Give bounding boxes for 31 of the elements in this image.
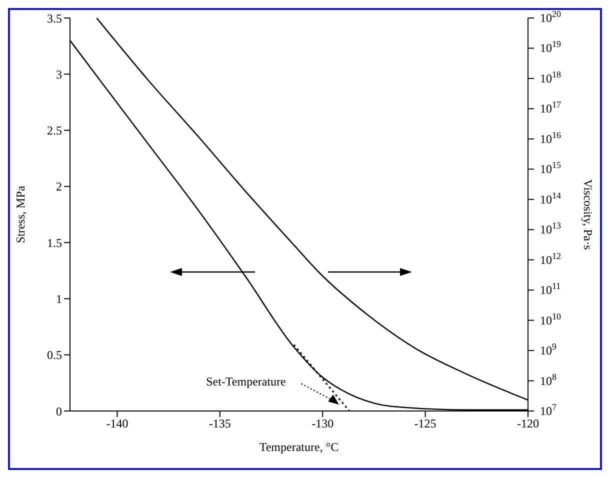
y2-tick-label: 10$^{18}$	[540, 69, 562, 86]
y2-tick-label: 10$^{11}$	[540, 281, 561, 298]
y-axis-title: Stress, MPa	[13, 185, 28, 244]
y2-tick-label: 10$^{16}$	[540, 130, 562, 146]
x-tick-label: -130	[312, 416, 334, 431]
x-axis-title: Temperature, °C	[259, 440, 339, 454]
y2-tick-label: 10$^{17}$	[540, 100, 562, 116]
y2-tick-label: 10$^{12}$	[540, 250, 561, 267]
y-tick-label: 3	[56, 67, 62, 82]
y2-tick-label: 10$^{8}$	[540, 372, 557, 388]
x-tick-label: -135	[208, 416, 231, 431]
y2-tick-label: 10$^{9}$	[540, 342, 557, 358]
y2-tick-label: 10$^{13}$	[540, 220, 562, 237]
annotation: Set-Temperature	[206, 374, 286, 389]
y-tick-label: 2.5	[47, 124, 62, 138]
y2-axis-title: Viscosity, Pa·s	[580, 179, 595, 250]
y-tick-label: 1	[56, 292, 62, 306]
y-tick-label: 1.5	[47, 236, 62, 250]
x-tick-label: -140	[106, 416, 128, 431]
y-tick-label: 0	[56, 404, 62, 418]
y-tick-label: 0.5	[47, 348, 62, 362]
y2-tick-label: 10$^{20}$	[540, 9, 562, 25]
y-tick-label: 3.5	[47, 11, 62, 26]
y2-tick-label: 10$^{15}$	[540, 160, 562, 176]
x-tick-label: -120	[517, 416, 539, 431]
x-tick-label: -125	[414, 416, 436, 431]
y-tick-label: 2	[56, 180, 62, 194]
y2-tick-label: 10$^{7}$	[540, 402, 557, 418]
y2-tick-label: 10$^{14}$	[540, 190, 562, 206]
y2-tick-label: 10$^{10}$	[540, 311, 562, 328]
y2-tick-label: 10$^{19}$	[540, 39, 562, 56]
